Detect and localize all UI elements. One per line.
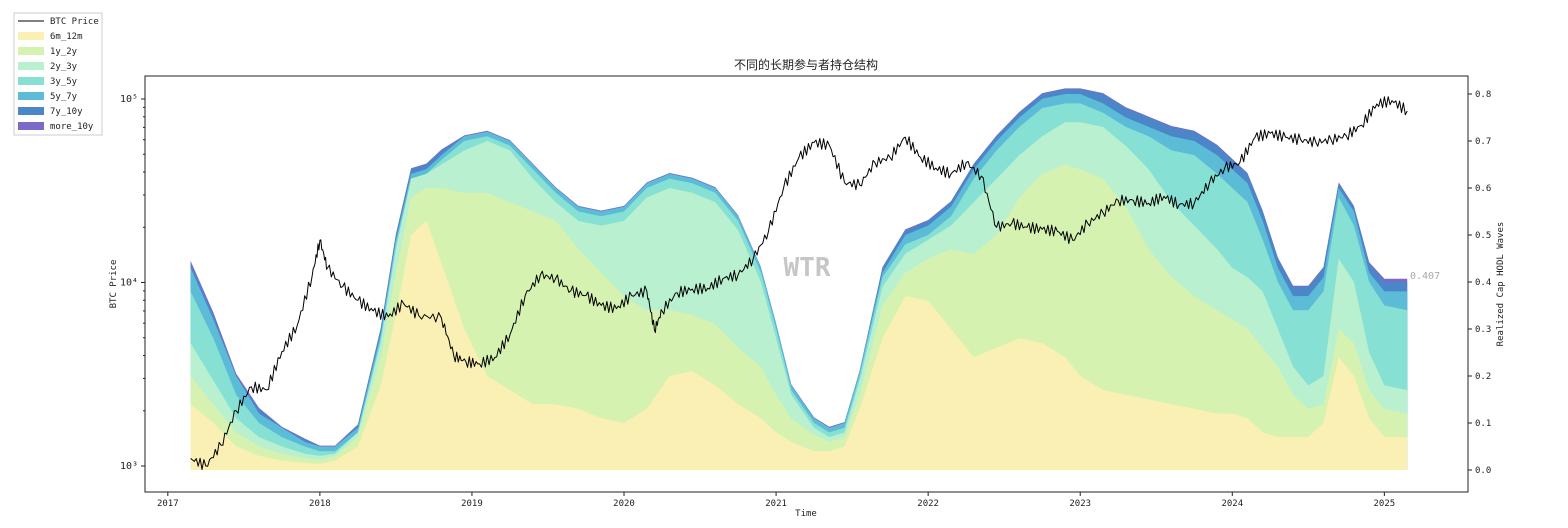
legend-swatch-6m_12m xyxy=(18,32,44,40)
legend-label: 2y_3y xyxy=(50,62,78,72)
y-left-tick-label: 10³ xyxy=(120,461,138,472)
x-tick-label: 2024 xyxy=(1221,499,1243,509)
y-right-tick-label: 0.4 xyxy=(1475,278,1491,288)
y-right-tick-label: 0.6 xyxy=(1475,184,1491,194)
legend-swatch-3y_5y xyxy=(18,77,44,85)
y-right-tick-label: 0.1 xyxy=(1475,419,1491,429)
plot-frame xyxy=(144,75,1469,493)
series-btc-price-line xyxy=(190,96,1408,470)
legend-swatch-2y_3y xyxy=(18,62,44,70)
x-tick-label: 2017 xyxy=(157,499,179,509)
x-tick-label: 2022 xyxy=(917,499,939,509)
watermark-text: WTR xyxy=(784,253,831,283)
legend-label: 3y_5y xyxy=(50,77,78,87)
areas-layer xyxy=(190,88,1408,471)
y-right-tick-label: 0.3 xyxy=(1475,325,1491,335)
y-right-tick-label: 0.8 xyxy=(1475,90,1491,100)
x-tick-label: 2021 xyxy=(765,499,787,509)
x-tick-label: 2025 xyxy=(1374,499,1396,509)
legend-swatch-1y_2y xyxy=(18,47,44,55)
legend-label: 1y_2y xyxy=(50,47,78,57)
legend-label: 5y_7y xyxy=(50,92,78,102)
legend-label: 6m_12m xyxy=(50,32,83,42)
legend-label: more_10y xyxy=(50,122,94,132)
axes-layer: 2017 2018 2019 2020 2021 2022 2023 2024 2025 0.0 0… xyxy=(120,75,1491,509)
legend-swatch-5y_7y xyxy=(18,92,44,100)
legend: BTC Price 6m_12m 1y_2y 2y_3y 3y_5y 5y_7y 7y_10… xyxy=(13,12,103,136)
x-tick-label: 2019 xyxy=(461,499,483,509)
price-layer xyxy=(190,96,1408,470)
legend-label: 7y_10y xyxy=(50,107,83,117)
end-label: 0.407 xyxy=(1410,271,1440,282)
x-tick-label: 2018 xyxy=(309,499,331,509)
y-left-tick-label: 10⁵ xyxy=(120,94,138,105)
watermark: WTR xyxy=(784,253,831,283)
area-6m_12m xyxy=(190,220,1408,470)
y-left-axis-label: BTC Price xyxy=(109,260,119,309)
y-left-tick-label: 10⁴ xyxy=(120,278,138,289)
y-right-tick-label: 0.2 xyxy=(1475,372,1491,382)
legend-label: BTC Price xyxy=(50,17,99,27)
y-right-tick-label: 0.0 xyxy=(1475,466,1491,476)
end-value-label: 0.407 xyxy=(1410,271,1440,282)
x-axis-label: Time xyxy=(795,509,817,519)
chart-title: 不同的长期参与者持仓结构 xyxy=(734,57,878,72)
y-right-tick-label: 0.5 xyxy=(1475,231,1491,241)
legend-swatch-7y_10y xyxy=(18,107,44,115)
x-tick-label: 2023 xyxy=(1069,499,1091,509)
x-tick-label: 2020 xyxy=(613,499,635,509)
legend-swatch-more_10y xyxy=(18,122,44,130)
y-right-axis-label: Realized Cap HODL Waves xyxy=(1496,222,1506,347)
y-right-tick-label: 0.7 xyxy=(1475,137,1491,147)
